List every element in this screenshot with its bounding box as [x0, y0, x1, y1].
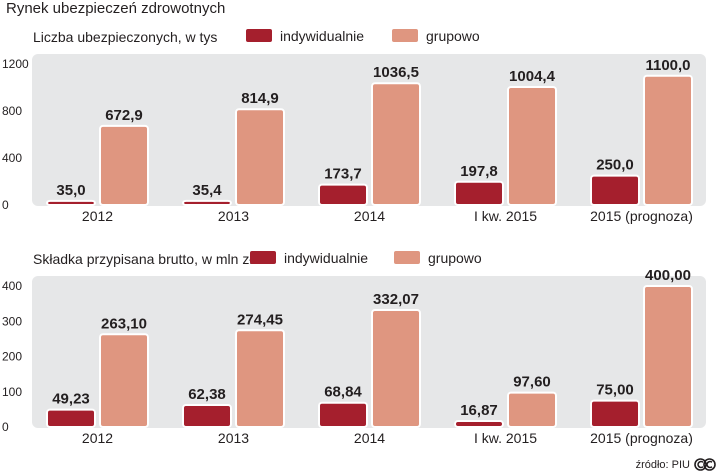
legend-swatch-individual — [250, 251, 276, 264]
y-tick-label: 100 — [2, 385, 22, 399]
data-label-group: 332,07 — [373, 291, 419, 308]
data-label-individual: 68,84 — [324, 384, 362, 401]
insured-count-svg: Liczba ubezpieczonych, w tys indywidualni… — [2, 28, 706, 224]
y-tick-label: 800 — [2, 104, 22, 118]
bar-group — [99, 333, 149, 428]
data-label-group: 1100,0 — [645, 57, 690, 74]
data-label-individual: 49,23 — [52, 391, 90, 408]
data-label-group: 672,9 — [105, 107, 143, 124]
y-tick-label: 400 — [2, 151, 22, 165]
chart-subtitle: Składka przypisana brutto, w mln zł — [33, 251, 253, 267]
data-label-individual: 35,4 — [192, 182, 222, 199]
data-label-group: 263,10 — [101, 315, 147, 332]
bar-individual — [182, 404, 232, 428]
x-category-label: I kw. 2015 — [474, 430, 537, 446]
bar-group — [643, 74, 693, 206]
bar-group — [235, 329, 285, 428]
y-tick-label: 300 — [2, 314, 22, 328]
y-tick-label: 0 — [2, 198, 9, 212]
bar-group — [507, 391, 557, 428]
x-category-label: I kw. 2015 — [474, 208, 537, 224]
bar-group — [643, 285, 693, 428]
x-category-label: 2015 (prognoza) — [590, 430, 693, 446]
bar-individual — [454, 420, 504, 429]
data-label-group: 274,45 — [237, 311, 283, 328]
gross-premium-chart: Składka przypisana brutto, w mln zł indyw… — [0, 246, 720, 452]
legend-label-individual: indywidualnie — [284, 250, 368, 266]
data-label-individual: 173,7 — [324, 166, 362, 183]
x-category-label: 2012 — [82, 430, 113, 446]
data-label-individual: 35,0 — [56, 182, 85, 199]
data-label-group: 1004,4 — [509, 68, 556, 85]
bar-individual — [318, 183, 368, 207]
bar-individual — [46, 199, 96, 206]
data-label-individual: 75,00 — [596, 382, 634, 399]
insured-count-chart: Liczba ubezpieczonych, w tys indywidualni… — [0, 24, 720, 230]
x-category-label: 2012 — [82, 208, 113, 224]
y-tick-label: 1200 — [2, 57, 29, 71]
y-tick-label: 0 — [2, 420, 9, 434]
legend-label-group: grupowo — [426, 28, 480, 44]
bar-individual — [454, 180, 504, 206]
bar-group — [371, 308, 421, 428]
chart-main-title: Rynek ubezpieczeń zdrowotnych — [6, 0, 226, 17]
data-label-individual: 16,87 — [460, 402, 498, 419]
x-category-label: 2013 — [218, 208, 249, 224]
x-category-label: 2013 — [218, 430, 249, 446]
bar-individual — [590, 399, 640, 428]
x-category-label: 2014 — [354, 430, 385, 446]
bar-group — [99, 124, 149, 206]
bar-group — [507, 85, 557, 206]
data-label-group: 814,9 — [241, 90, 279, 107]
bar-individual — [182, 199, 232, 206]
x-category-label: 2014 — [354, 208, 385, 224]
x-category-label: 2015 (prognoza) — [590, 208, 693, 224]
bar-group — [371, 82, 421, 206]
chart-subtitle: Liczba ubezpieczonych, w tys — [33, 29, 217, 45]
legend-swatch-group — [394, 251, 420, 264]
legend-swatch-individual — [246, 29, 272, 42]
y-tick-label: 400 — [2, 279, 22, 293]
bar-individual — [590, 174, 640, 206]
plot-panel — [32, 276, 706, 428]
data-label-group: 97,60 — [513, 374, 551, 391]
data-label-group: 400,00 — [645, 267, 691, 284]
data-label-individual: 250,0 — [596, 157, 634, 174]
legend-label-individual: indywidualnie — [280, 28, 364, 44]
source-note: źródło: PIU — [635, 459, 690, 471]
bar-individual — [46, 408, 96, 428]
legend-swatch-group — [392, 29, 418, 42]
cc-icon — [694, 458, 716, 471]
bar-individual — [318, 401, 368, 429]
y-tick-label: 200 — [2, 350, 22, 364]
legend-label-group: grupowo — [428, 250, 482, 266]
data-label-individual: 62,38 — [188, 386, 226, 403]
data-label-group: 1036,5 — [373, 64, 419, 81]
data-label-individual: 197,8 — [460, 163, 498, 180]
gross-premium-svg: Składka przypisana brutto, w mln zł indyw… — [2, 250, 706, 446]
bar-group — [235, 108, 285, 206]
